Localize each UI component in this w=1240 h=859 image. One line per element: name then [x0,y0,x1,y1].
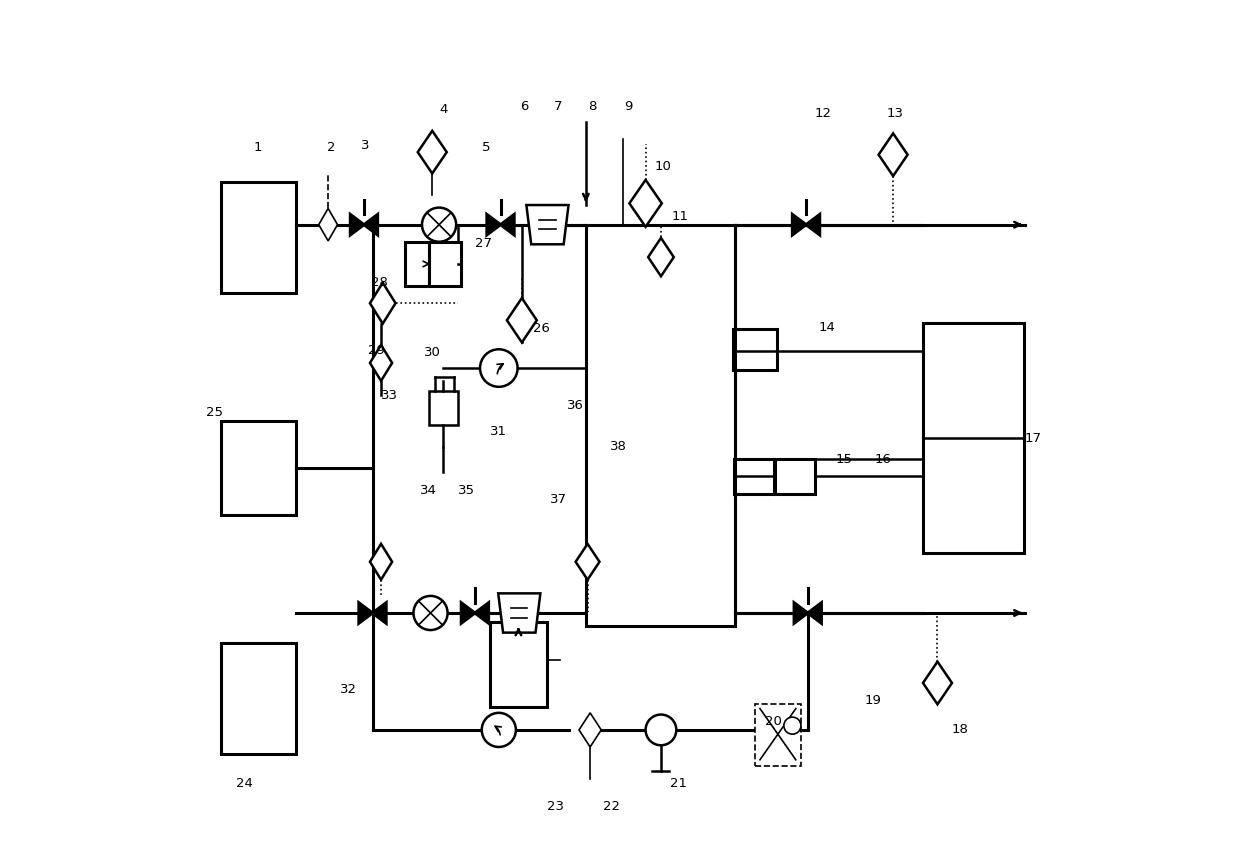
Text: 14: 14 [818,320,835,333]
Text: 35: 35 [458,484,475,497]
Polygon shape [579,713,601,747]
FancyBboxPatch shape [923,323,1024,553]
Polygon shape [475,603,489,624]
Text: 3: 3 [361,139,370,152]
Text: 12: 12 [815,107,832,120]
Circle shape [480,350,517,387]
Circle shape [482,713,516,747]
Polygon shape [526,205,568,244]
Circle shape [646,715,676,746]
Polygon shape [351,215,365,235]
FancyBboxPatch shape [429,391,458,425]
Polygon shape [507,298,537,343]
Circle shape [784,717,801,734]
Polygon shape [370,544,392,580]
Text: 1: 1 [254,142,263,155]
Circle shape [422,208,456,241]
Polygon shape [372,603,386,624]
Text: 18: 18 [951,723,968,736]
FancyBboxPatch shape [429,241,461,286]
Text: 6: 6 [521,101,528,113]
Text: 2: 2 [327,142,336,155]
Text: 26: 26 [533,322,549,335]
Text: 33: 33 [381,389,398,402]
Text: 27: 27 [475,237,492,250]
Text: 4: 4 [439,103,448,116]
Polygon shape [370,345,392,381]
Text: 15: 15 [835,453,852,466]
FancyBboxPatch shape [733,329,777,369]
Text: 23: 23 [548,801,564,813]
Polygon shape [498,594,541,632]
FancyBboxPatch shape [405,241,429,286]
Text: 28: 28 [371,277,388,289]
Polygon shape [630,180,662,227]
Polygon shape [794,603,807,624]
Text: 36: 36 [567,399,584,412]
Text: 9: 9 [625,101,632,113]
Polygon shape [358,603,372,624]
Polygon shape [807,603,821,624]
Text: 10: 10 [655,160,671,174]
Text: 34: 34 [420,484,438,497]
FancyBboxPatch shape [739,464,769,490]
Text: 20: 20 [765,715,782,728]
FancyBboxPatch shape [738,333,773,365]
Text: 13: 13 [887,107,903,120]
Polygon shape [879,133,908,176]
Polygon shape [806,215,820,235]
Text: 17: 17 [1024,431,1042,445]
Text: 22: 22 [603,801,620,813]
Text: 16: 16 [874,453,892,466]
FancyBboxPatch shape [734,459,774,495]
FancyBboxPatch shape [755,704,801,765]
Polygon shape [370,283,396,324]
Polygon shape [649,238,673,277]
Text: 31: 31 [490,424,507,438]
Polygon shape [418,131,446,174]
Circle shape [413,596,448,630]
Text: 7: 7 [554,101,563,113]
FancyBboxPatch shape [221,643,295,754]
FancyBboxPatch shape [490,622,547,707]
Text: 5: 5 [482,142,490,155]
Text: 38: 38 [610,440,626,453]
Text: 30: 30 [424,346,440,359]
FancyBboxPatch shape [221,182,295,293]
FancyBboxPatch shape [775,459,815,495]
Text: 25: 25 [206,406,223,419]
Polygon shape [575,544,599,580]
Text: 29: 29 [368,344,386,357]
Text: 19: 19 [864,694,882,708]
Text: 11: 11 [671,210,688,222]
FancyBboxPatch shape [780,464,810,490]
Text: 8: 8 [589,101,596,113]
Text: 37: 37 [551,493,567,506]
FancyBboxPatch shape [585,225,735,626]
FancyBboxPatch shape [221,421,295,515]
Polygon shape [319,209,337,241]
Polygon shape [461,603,475,624]
Text: 32: 32 [340,683,357,697]
Text: 21: 21 [670,777,687,790]
Polygon shape [792,215,806,235]
Polygon shape [923,661,952,704]
Polygon shape [487,215,501,235]
Polygon shape [365,215,378,235]
Polygon shape [501,215,515,235]
Text: 24: 24 [236,777,253,790]
